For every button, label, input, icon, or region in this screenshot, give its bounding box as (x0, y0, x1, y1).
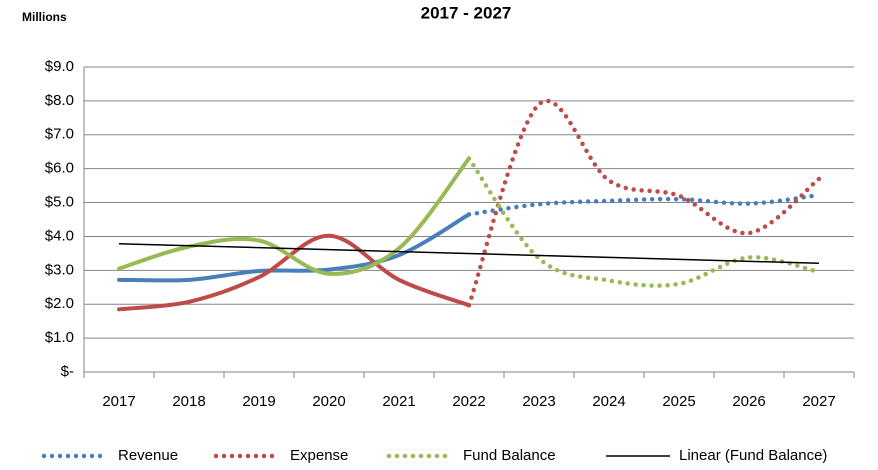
series-line-dotted (466, 192, 822, 217)
legend-label: Revenue (118, 447, 178, 464)
y-tick-label: $3.0 (45, 261, 74, 278)
x-tick-label: 2018 (172, 393, 205, 410)
x-tick-label: 2024 (592, 393, 625, 410)
series-line (117, 212, 471, 283)
y-tick-label: $8.0 (45, 92, 74, 109)
series-line-dotted (466, 98, 822, 308)
chart-title: 2017 - 2027 (421, 3, 512, 22)
series-line (117, 156, 471, 276)
x-tick-label: 2025 (662, 393, 695, 410)
series-line (117, 233, 471, 312)
legend-label: Linear (Fund Balance) (679, 447, 827, 464)
x-tick-label: 2023 (522, 393, 555, 410)
x-tick-label: 2022 (452, 393, 485, 410)
x-tick-label: 2021 (382, 393, 415, 410)
trendline (118, 243, 820, 264)
x-tick-label: 2027 (802, 393, 835, 410)
x-tick-label: 2019 (242, 393, 275, 410)
x-tick-label: 2020 (312, 393, 345, 410)
y-tick-label: $1.0 (45, 329, 74, 346)
x-tick-label: 2026 (732, 393, 765, 410)
legend-label: Expense (290, 447, 348, 464)
y-tick-label: $4.0 (45, 227, 74, 244)
y-tick-label: $2.0 (45, 295, 74, 312)
legend-label: Fund Balance (463, 447, 556, 464)
unit-label: Millions (22, 10, 67, 24)
y-tick-label: $5.0 (45, 194, 74, 211)
y-tick-label: $7.0 (45, 126, 74, 143)
y-tick-label: $9.0 (45, 58, 74, 75)
series-line-dotted (466, 156, 822, 288)
y-tick-label: $- (61, 363, 74, 380)
y-tick-label: $6.0 (45, 160, 74, 177)
x-tick-label: 2017 (102, 393, 135, 410)
